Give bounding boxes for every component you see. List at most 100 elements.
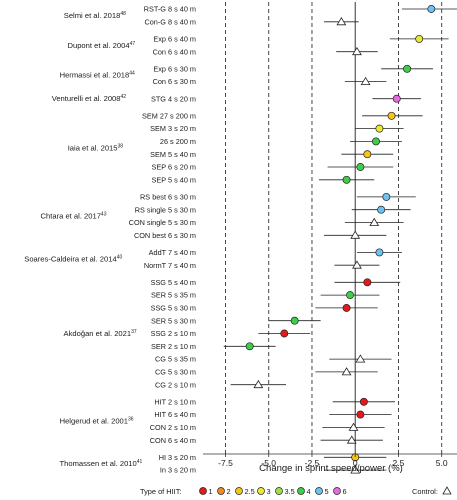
row-label: NormT 7 s 40 m — [144, 261, 196, 270]
hiit-circle-marker — [392, 94, 401, 103]
study-reference: 36 — [128, 417, 134, 423]
control-triangle-marker — [352, 46, 362, 56]
legend-control-label: Control: — [412, 487, 438, 496]
study-label: Soares-Caldeira et al. 201440 — [24, 254, 122, 263]
row-label: CON 6 s 40 m — [150, 436, 196, 445]
grid-layer — [225, 2, 443, 454]
study-name: Iaia et al. 2015 — [68, 143, 118, 152]
x-tick-label: -2.5 — [305, 458, 320, 468]
hiit-circle-marker — [346, 291, 354, 300]
hiit-circle-marker — [245, 342, 254, 351]
control-triangle-marker — [350, 465, 361, 474]
control-triangle-marker — [341, 367, 352, 376]
row-label: SSG 5 s 30 m — [151, 304, 196, 313]
x-axis: -7.5 -5.0 -2.5 0 2.5 5.0 — [203, 453, 457, 468]
hiit-circle-marker — [375, 124, 384, 133]
legend-label: 6 — [343, 487, 347, 496]
row-label: SER 5 s 35 m — [151, 291, 196, 300]
study-reference: 42 — [121, 94, 127, 100]
legend-swatch — [315, 487, 323, 495]
study-label: Iaia et al. 201538 — [68, 143, 124, 152]
study-label: Chtara et al. 201743 — [41, 212, 107, 221]
study-name: Soares-Caldeira et al. 2014 — [24, 254, 116, 263]
hiit-circle-marker — [363, 150, 372, 159]
study-name: Akdoğan et al. 2021 — [64, 329, 132, 338]
row-label: STG 4 s 20 m — [151, 94, 196, 103]
study-label: Dupont et al. 200447 — [68, 41, 136, 50]
legend-swatch — [297, 487, 305, 495]
control-triangle-marker — [253, 379, 264, 389]
hiit-circle-marker — [387, 111, 396, 120]
legend-swatch — [275, 487, 283, 495]
row-label: CG 5 s 35 m — [155, 355, 196, 364]
row-label: SEM 27 s 200 m — [142, 111, 196, 120]
legend-swatch — [199, 487, 207, 495]
control-triangle-marker — [346, 435, 357, 444]
study-label: Selmi et al. 201848 — [64, 11, 126, 20]
row-label: SER 5 s 30 m — [151, 316, 196, 325]
row-label: CON best 6 s 30 m — [134, 231, 196, 240]
study-name: Chtara et al. 2017 — [41, 212, 101, 221]
hiit-circle-marker — [375, 248, 384, 257]
hiit-circle-marker — [342, 303, 351, 312]
study-reference: 47 — [130, 41, 136, 47]
row-label: SER 2 s 10 m — [151, 342, 196, 351]
study-reference: 43 — [101, 212, 107, 218]
confidence-interval-layer — [223, 8, 457, 471]
row-label: AddT 7 s 40 m — [149, 248, 196, 257]
legend-label: 5 — [325, 487, 329, 496]
hiit-circle-marker — [382, 192, 391, 201]
control-triangle-marker — [360, 76, 371, 85]
row-label: Exp 6 s 40 m — [153, 35, 196, 44]
hiit-circle-marker — [359, 397, 368, 406]
legend-swatch — [217, 487, 225, 495]
study-reference: 48 — [120, 11, 126, 17]
control-triangle-marker — [336, 17, 347, 26]
hiit-circle-marker — [363, 278, 372, 287]
legend-label: 4 — [307, 487, 311, 496]
row-label: HIT 6 s 40 m — [154, 410, 196, 419]
study-label: Hermassi et al. 201844 — [60, 71, 135, 80]
study-reference: 38 — [118, 143, 124, 149]
row-label: RST-G 8 s 40 m — [144, 5, 196, 14]
study-label: Venturelli et al. 200842 — [52, 94, 127, 103]
control-triangle-marker — [355, 354, 366, 363]
row-label: In 3 s 20 m — [160, 466, 196, 475]
x-axis-title: Change in sprint speed/power (%) — [259, 463, 403, 474]
row-label: Con 6 s 30 m — [153, 77, 196, 86]
legend-label: 3 — [267, 487, 271, 496]
hiit-circle-marker — [280, 329, 289, 338]
legend-label: 1 — [209, 487, 213, 496]
study-name: Venturelli et al. 2008 — [52, 94, 121, 103]
hiit-circle-marker — [377, 205, 386, 214]
legend-control-triangle-icon — [442, 486, 452, 495]
x-tick-label: -5.0 — [261, 458, 276, 468]
study-reference: 40 — [117, 254, 123, 260]
legend-title: Type of HIIT: — [140, 487, 181, 496]
hiit-circle-marker — [415, 34, 424, 43]
hiit-circle-marker — [356, 410, 365, 419]
hiit-circle-marker — [372, 137, 380, 146]
study-reference: 41 — [137, 459, 143, 465]
row-label: RS single 5 s 30 m — [135, 205, 196, 214]
row-label: HI 3 s 20 m — [159, 453, 196, 462]
study-name: Thomassen et al. 2010 — [60, 459, 137, 468]
row-label: SEP 6 s 20 m — [152, 163, 196, 172]
row-label: 26 s 200 m — [160, 137, 196, 146]
control-triangle-marker — [350, 230, 361, 239]
legend-swatch — [235, 487, 243, 495]
row-label: CON single 5 s 30 m — [129, 218, 196, 227]
row-label: Con-G 8 s 40 m — [144, 17, 196, 26]
control-triangle-marker — [369, 217, 380, 226]
legend-label: 2.5 — [245, 487, 255, 496]
row-label: Con 6 s 40 m — [153, 47, 196, 56]
study-label-layer: Selmi et al. 201848 Dupont et al. 200447 H… — [24, 11, 142, 468]
legend-label: 3.5 — [285, 487, 295, 496]
legend: Type of HIIT: 1 2 2.5 3 3.5 4 5 6 Control: — [140, 486, 452, 496]
hiit-circle-marker — [342, 175, 351, 184]
hiit-circle-marker — [403, 64, 412, 73]
row-label: CON 2 s 10 m — [150, 423, 196, 432]
legend-label: 2 — [227, 487, 231, 496]
control-triangle-marker — [352, 260, 362, 269]
